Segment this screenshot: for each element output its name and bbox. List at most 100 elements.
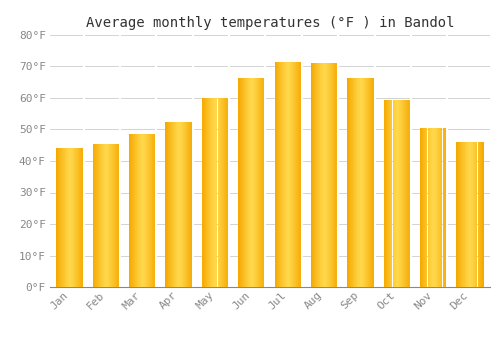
Bar — [224, 98, 225, 287]
Bar — [68, 148, 70, 287]
Bar — [100, 144, 101, 287]
Bar — [354, 77, 355, 287]
Bar — [400, 99, 402, 287]
Bar — [96, 144, 97, 287]
Bar — [464, 142, 465, 287]
Bar — [223, 98, 224, 287]
Bar — [392, 99, 393, 287]
Bar — [145, 134, 146, 287]
Bar — [70, 148, 72, 287]
Bar — [360, 77, 361, 287]
Bar — [428, 128, 429, 287]
Bar — [248, 77, 249, 287]
Bar — [470, 142, 472, 287]
Bar — [183, 121, 184, 287]
Bar — [242, 77, 243, 287]
Bar — [482, 142, 483, 287]
Bar — [64, 148, 65, 287]
Bar — [250, 77, 251, 287]
Bar — [297, 62, 298, 287]
Bar — [169, 121, 170, 287]
Bar — [362, 77, 363, 287]
Bar — [371, 77, 372, 287]
Bar — [220, 98, 221, 287]
Bar — [463, 142, 464, 287]
Bar — [288, 62, 289, 287]
Bar — [184, 121, 185, 287]
Bar — [429, 128, 430, 287]
Bar — [252, 77, 253, 287]
Bar — [83, 148, 84, 287]
Bar — [410, 99, 411, 287]
Bar — [294, 62, 295, 287]
Bar — [481, 142, 482, 287]
Bar — [155, 134, 156, 287]
Bar — [398, 99, 400, 287]
Bar — [153, 134, 154, 287]
Bar — [179, 121, 180, 287]
Bar — [148, 134, 149, 287]
Bar — [406, 99, 407, 287]
Bar — [227, 98, 228, 287]
Bar — [335, 63, 336, 287]
Bar — [363, 77, 364, 287]
Bar — [433, 128, 434, 287]
Bar — [431, 128, 432, 287]
Bar — [391, 99, 392, 287]
Bar — [475, 142, 476, 287]
Bar — [174, 121, 175, 287]
Bar — [316, 63, 317, 287]
Bar — [312, 63, 313, 287]
Bar — [129, 134, 130, 287]
Bar — [217, 98, 218, 287]
Bar — [284, 62, 285, 287]
Bar — [328, 63, 330, 287]
Bar — [154, 134, 155, 287]
Bar — [176, 121, 177, 287]
Bar — [439, 128, 440, 287]
Bar — [373, 77, 374, 287]
Bar — [324, 63, 325, 287]
Bar — [114, 144, 115, 287]
Bar — [367, 77, 368, 287]
Bar — [203, 98, 204, 287]
Bar — [228, 98, 229, 287]
Bar — [92, 144, 94, 287]
Bar — [289, 62, 290, 287]
Bar — [322, 63, 323, 287]
Bar — [407, 99, 408, 287]
Bar — [474, 142, 475, 287]
Bar — [214, 98, 215, 287]
Bar — [295, 62, 296, 287]
Bar — [422, 128, 424, 287]
Bar — [253, 77, 254, 287]
Bar — [134, 134, 135, 287]
Bar — [457, 142, 458, 287]
Bar — [56, 148, 57, 287]
Bar — [332, 63, 334, 287]
Bar — [79, 148, 80, 287]
Bar — [424, 128, 425, 287]
Bar — [361, 77, 362, 287]
Bar — [402, 99, 404, 287]
Bar — [280, 62, 281, 287]
Bar — [208, 98, 210, 287]
Bar — [287, 62, 288, 287]
Bar — [293, 62, 294, 287]
Bar — [444, 128, 445, 287]
Bar — [456, 142, 457, 287]
Bar — [420, 128, 422, 287]
Bar — [173, 121, 174, 287]
Bar — [274, 62, 275, 287]
Bar — [149, 134, 150, 287]
Bar — [436, 128, 437, 287]
Bar — [181, 121, 182, 287]
Bar — [318, 63, 319, 287]
Bar — [254, 77, 255, 287]
Bar — [404, 99, 405, 287]
Bar — [461, 142, 462, 287]
Bar — [226, 98, 227, 287]
Bar — [356, 77, 357, 287]
Bar — [479, 142, 480, 287]
Bar — [63, 148, 64, 287]
